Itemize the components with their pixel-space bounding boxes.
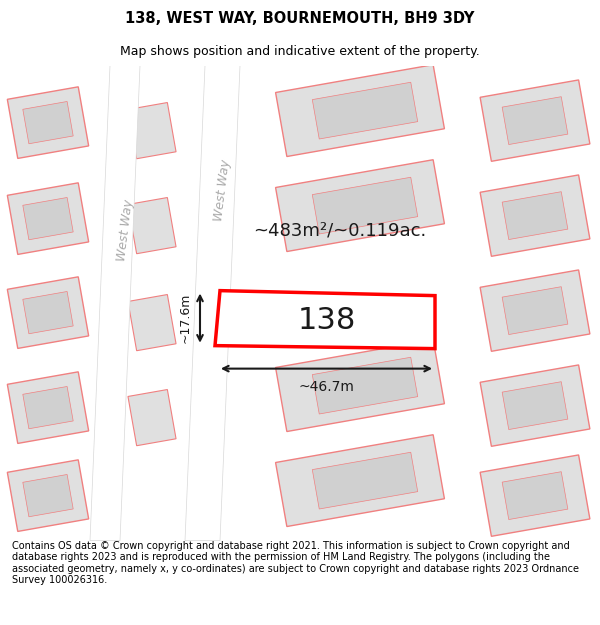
Bar xyxy=(128,102,176,159)
Bar xyxy=(275,65,445,156)
Bar xyxy=(502,472,568,519)
Bar xyxy=(128,198,176,254)
Bar xyxy=(23,291,73,334)
Bar xyxy=(502,192,568,239)
Text: ~483m²/~0.119ac.: ~483m²/~0.119ac. xyxy=(253,222,427,239)
Bar xyxy=(23,101,73,144)
Bar xyxy=(23,198,73,240)
Polygon shape xyxy=(90,66,140,541)
Bar xyxy=(7,277,89,348)
Text: ~17.6m: ~17.6m xyxy=(179,293,191,343)
Bar xyxy=(480,175,590,256)
Bar xyxy=(480,455,590,536)
Bar xyxy=(480,80,590,161)
Bar xyxy=(480,365,590,446)
Bar xyxy=(502,287,568,334)
Bar xyxy=(502,97,568,144)
Bar xyxy=(7,460,89,531)
Bar xyxy=(23,474,73,517)
Bar xyxy=(502,382,568,429)
Polygon shape xyxy=(215,291,435,349)
Bar xyxy=(7,183,89,254)
Bar xyxy=(23,386,73,429)
Text: Contains OS data © Crown copyright and database right 2021. This information is : Contains OS data © Crown copyright and d… xyxy=(12,541,579,586)
Text: 138, WEST WAY, BOURNEMOUTH, BH9 3DY: 138, WEST WAY, BOURNEMOUTH, BH9 3DY xyxy=(125,11,475,26)
Bar xyxy=(7,87,89,158)
Text: West Way: West Way xyxy=(212,159,232,222)
Text: West Way: West Way xyxy=(115,199,135,262)
Bar xyxy=(7,372,89,443)
Text: 138: 138 xyxy=(298,306,356,335)
Bar xyxy=(480,270,590,351)
Bar xyxy=(312,177,418,234)
Polygon shape xyxy=(185,66,240,541)
Bar xyxy=(312,452,418,509)
Bar xyxy=(312,357,418,414)
Bar xyxy=(275,160,445,251)
Bar xyxy=(128,294,176,351)
Text: Map shows position and indicative extent of the property.: Map shows position and indicative extent… xyxy=(120,45,480,58)
Text: ~46.7m: ~46.7m xyxy=(299,379,355,394)
Bar xyxy=(275,340,445,431)
Bar xyxy=(128,389,176,446)
Bar xyxy=(275,435,445,526)
Bar xyxy=(312,82,418,139)
